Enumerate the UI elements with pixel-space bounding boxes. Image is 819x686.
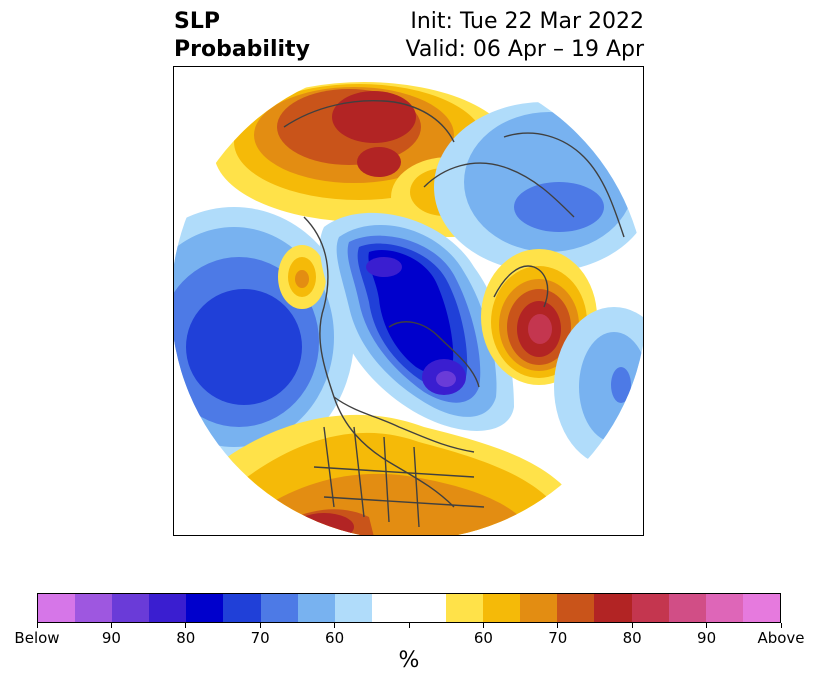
colorbar-segment [371, 594, 409, 622]
colorbar-tick-label: 90 [697, 629, 717, 647]
colorbar-tick-label: 80 [622, 629, 642, 647]
colorbar-tick [110, 623, 112, 628]
valid-range: Valid: 06 Apr – 19 Apr [405, 37, 645, 62]
colorbar-segment [446, 594, 484, 622]
colorbar-tick [408, 623, 410, 628]
colorbar-segment [75, 594, 113, 622]
colorbar-tick-label: 60 [325, 629, 345, 647]
title-right: Init: Tue 22 Mar 2022 Valid: 06 Apr – 19… [406, 8, 645, 64]
colorbar-segment [594, 594, 632, 622]
colorbar-label: % [398, 648, 420, 673]
colorbar-segment [705, 594, 743, 622]
colorbar-tick [36, 623, 38, 628]
colorbar-segment [631, 594, 669, 622]
title-left: SLP Probability [174, 8, 310, 64]
colorbar-tick-label: Above [757, 629, 805, 647]
anomaly-arctic-low [319, 212, 514, 431]
colorbar-segment [668, 594, 706, 622]
colorbar-segment [186, 594, 224, 622]
colorbar-segment [742, 594, 780, 622]
colorbar-segment [223, 594, 261, 622]
init-date: Init: Tue 22 Mar 2022 [410, 9, 644, 34]
colorbar-tick [259, 623, 261, 628]
colorbar-tick-label: 70 [250, 629, 270, 647]
colorbar-segment [38, 594, 76, 622]
colorbar-tick [706, 623, 708, 628]
colorbar-segment [408, 594, 447, 622]
title-quantity: Probability [174, 37, 310, 62]
colorbar-tick [557, 623, 559, 628]
map-panel [173, 66, 644, 536]
colorbar [37, 593, 781, 623]
colorbar-tick [482, 623, 484, 628]
colorbar-tick-label: Below [14, 629, 60, 647]
colorbar-tick [780, 623, 782, 628]
colorbar-segment [260, 594, 298, 622]
title-variable: SLP [174, 9, 220, 34]
colorbar-segment [520, 594, 558, 622]
colorbar-segment [334, 594, 372, 622]
polar-map [174, 67, 643, 535]
colorbar-segment [112, 594, 150, 622]
colorbar-segment [149, 594, 187, 622]
colorbar-tick-label: 60 [473, 629, 493, 647]
colorbar-tick [334, 623, 336, 628]
colorbar-tick [185, 623, 187, 628]
colorbar-tick-label: 80 [176, 629, 196, 647]
colorbar-segment [557, 594, 595, 622]
colorbar-tick-label: 90 [101, 629, 121, 647]
anomaly-bering-high [278, 245, 326, 309]
colorbar-tick-label: 70 [548, 629, 568, 647]
colorbar-tick [631, 623, 633, 628]
anomaly-asia-low [434, 102, 643, 272]
coastlines [283, 100, 625, 528]
colorbar-segment [483, 594, 521, 622]
colorbar-segment [297, 594, 335, 622]
